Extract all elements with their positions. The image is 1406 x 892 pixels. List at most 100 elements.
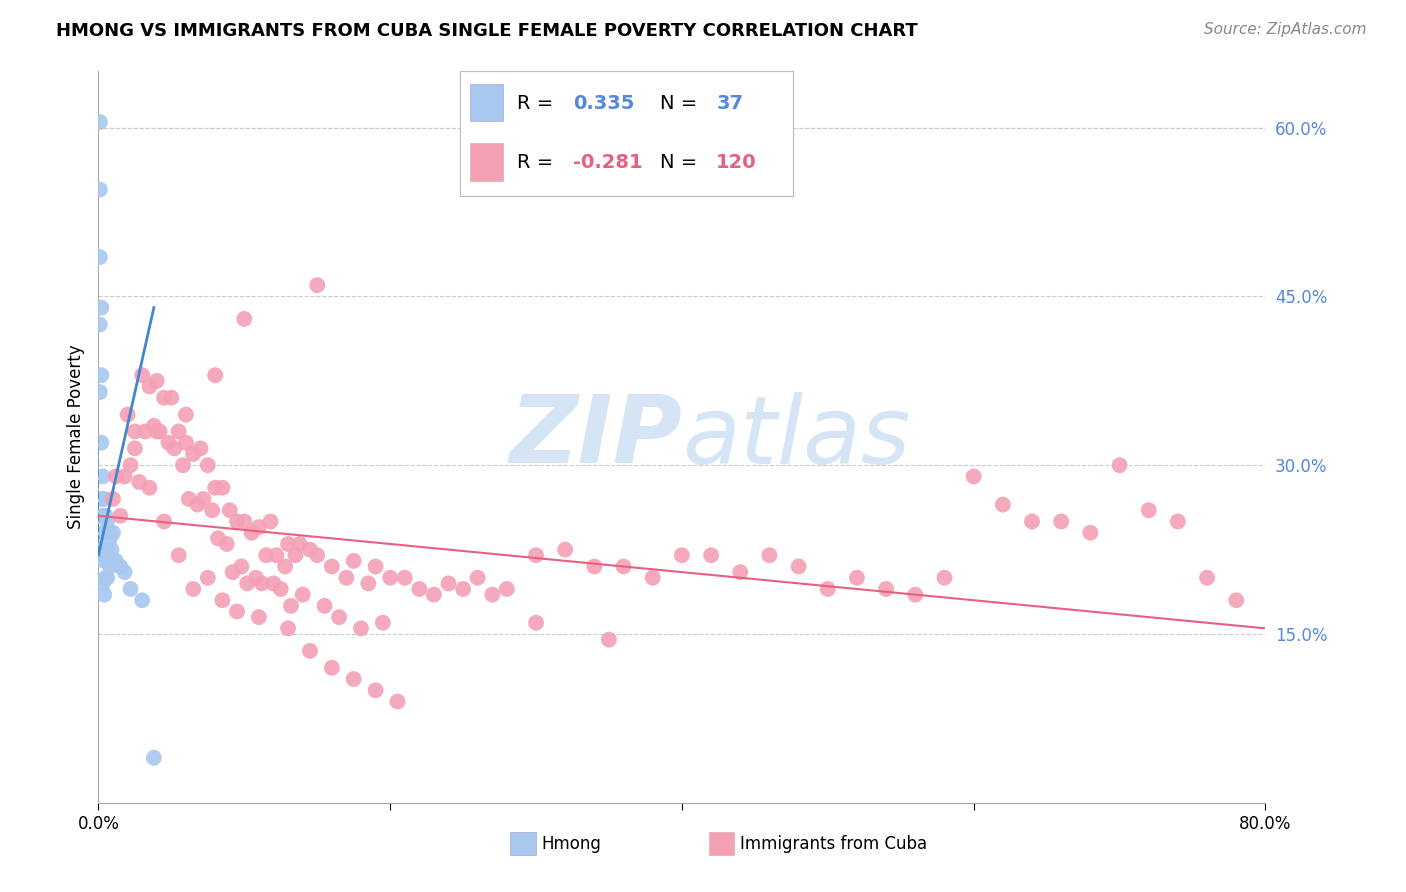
Point <box>187 498 209 512</box>
Point <box>197 458 219 473</box>
Point <box>89 115 111 129</box>
Point <box>758 548 780 562</box>
Point <box>641 571 664 585</box>
Point <box>343 554 366 568</box>
Point <box>233 515 256 529</box>
Point <box>89 385 111 400</box>
Point <box>93 554 115 568</box>
Point <box>100 542 122 557</box>
Point <box>371 615 394 630</box>
Point <box>226 605 249 619</box>
Bar <box>709 832 734 855</box>
Point <box>321 661 343 675</box>
Point <box>181 582 204 596</box>
Point <box>146 374 169 388</box>
Point <box>307 278 329 293</box>
Point <box>875 582 897 596</box>
Text: 37: 37 <box>716 94 744 112</box>
Point <box>259 515 281 529</box>
Point <box>962 469 984 483</box>
Point <box>90 435 112 450</box>
Point <box>1080 525 1102 540</box>
Point <box>245 571 267 585</box>
Point <box>612 559 634 574</box>
Point <box>328 610 350 624</box>
Point <box>174 435 197 450</box>
Point <box>408 582 430 596</box>
Point <box>153 515 176 529</box>
Point <box>307 548 329 562</box>
Point <box>98 559 121 574</box>
Point <box>190 442 212 456</box>
Point <box>149 425 172 439</box>
Point <box>131 368 153 383</box>
Point <box>96 542 118 557</box>
Text: -0.281: -0.281 <box>574 153 643 172</box>
Point <box>991 498 1014 512</box>
Text: Source: ZipAtlas.com: Source: ZipAtlas.com <box>1204 22 1367 37</box>
Point <box>1225 593 1247 607</box>
Point <box>211 593 233 607</box>
Point <box>97 525 120 540</box>
Point <box>101 554 124 568</box>
Point <box>343 672 366 686</box>
Point <box>120 458 142 473</box>
Text: ZIP: ZIP <box>509 391 682 483</box>
Point <box>90 548 112 562</box>
Point <box>671 548 693 562</box>
Text: R =: R = <box>517 94 553 112</box>
Point <box>240 525 263 540</box>
Point <box>277 537 299 551</box>
Point <box>89 318 111 332</box>
Point <box>91 469 114 483</box>
Point <box>787 559 810 574</box>
Point <box>846 571 869 585</box>
Point <box>1108 458 1130 473</box>
Text: HMONG VS IMMIGRANTS FROM CUBA SINGLE FEMALE POVERTY CORRELATION CHART: HMONG VS IMMIGRANTS FROM CUBA SINGLE FEM… <box>56 22 918 40</box>
Point <box>153 391 176 405</box>
Point <box>197 571 219 585</box>
Point <box>250 576 273 591</box>
Point <box>583 559 606 574</box>
Point <box>284 548 307 562</box>
Point <box>247 610 270 624</box>
Point <box>321 559 343 574</box>
Point <box>138 379 160 393</box>
Point <box>93 491 115 506</box>
Y-axis label: Single Female Poverty: Single Female Poverty <box>66 345 84 529</box>
Point <box>94 571 117 585</box>
Point <box>134 425 156 439</box>
Point <box>254 548 277 562</box>
Bar <box>510 832 536 855</box>
Point <box>221 565 243 579</box>
Point <box>1195 571 1218 585</box>
Point <box>204 368 226 383</box>
Point <box>167 425 190 439</box>
Point <box>364 559 387 574</box>
Point <box>233 312 256 326</box>
Point <box>101 491 124 506</box>
Point <box>142 751 165 765</box>
Point <box>817 582 839 596</box>
Point <box>91 508 114 523</box>
Point <box>89 250 111 264</box>
Point <box>104 554 127 568</box>
Point <box>207 532 229 546</box>
Point <box>120 582 142 596</box>
Point <box>160 391 183 405</box>
Point <box>181 447 204 461</box>
Point <box>274 559 297 574</box>
Point <box>262 576 284 591</box>
Text: atlas: atlas <box>682 392 910 483</box>
Point <box>93 525 115 540</box>
Point <box>177 491 200 506</box>
Point <box>934 571 956 585</box>
Point <box>114 565 136 579</box>
Point <box>91 576 114 591</box>
Point <box>174 408 197 422</box>
Point <box>128 475 150 489</box>
Text: 0.335: 0.335 <box>574 94 634 112</box>
Point <box>193 491 215 506</box>
Point <box>364 683 387 698</box>
Point <box>167 548 190 562</box>
